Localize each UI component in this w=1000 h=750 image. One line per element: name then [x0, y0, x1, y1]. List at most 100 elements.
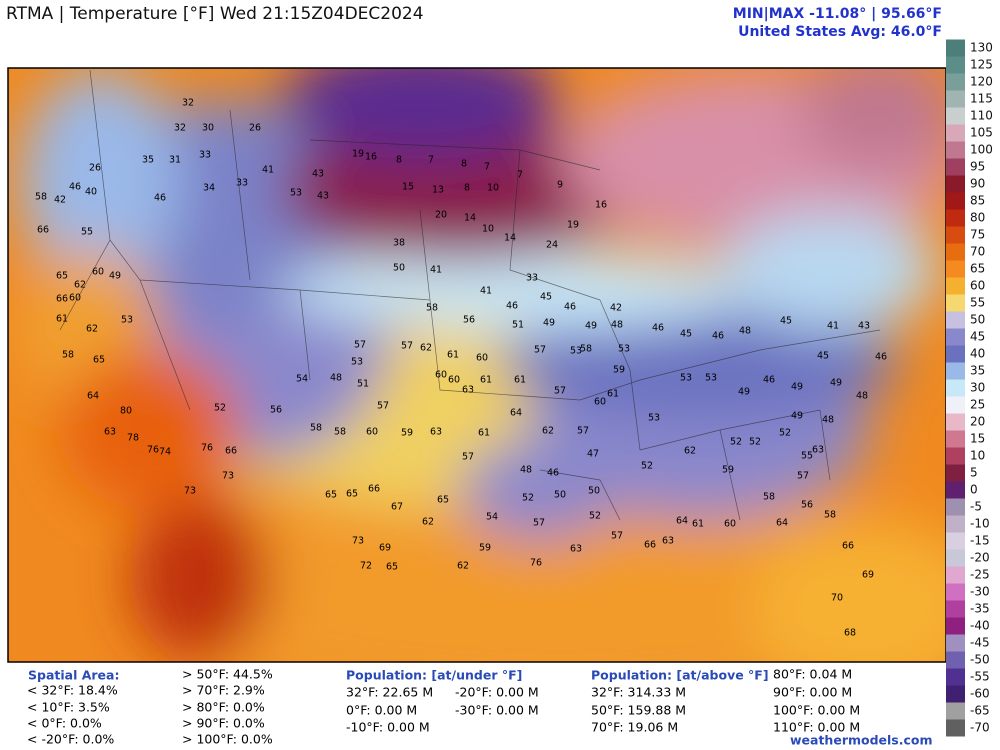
station-temp: 64 [87, 391, 99, 402]
station-temp: 60 [69, 293, 81, 304]
above-item: 80°F: 0.04 M [773, 667, 852, 682]
colorbar-label: 10 [970, 449, 985, 463]
station-temp: 46 [154, 193, 166, 204]
station-temp: 46 [506, 301, 518, 312]
station-temp: 58 [310, 423, 322, 434]
above-item: 70°F: 19.06 M [591, 720, 678, 735]
station-temp: 60 [476, 353, 488, 364]
station-temp: 58 [35, 192, 47, 203]
station-temp: 61 [514, 375, 526, 386]
colorbar-cell [946, 175, 965, 193]
station-temp: 61 [478, 428, 490, 439]
station-temp: 46 [547, 468, 559, 479]
above-title: Population: [at/above °F] [591, 668, 769, 683]
colorbar-label: 40 [970, 347, 985, 361]
station-temp: 58 [580, 344, 592, 355]
colorbar-cell [946, 617, 965, 635]
station-temp: 48 [330, 373, 342, 384]
station-temp: 53 [351, 357, 363, 368]
station-temp: 53 [121, 315, 133, 326]
station-temp: 9 [557, 180, 563, 191]
under-item: -20°F: 0.00 M [455, 685, 539, 700]
colorbar-cell [946, 73, 965, 91]
under-title: Population: [at/under °F] [346, 668, 522, 683]
station-temp: 73 [222, 471, 234, 482]
colorbar-label: 85 [970, 194, 985, 208]
station-temp: 63 [430, 427, 442, 438]
colorbar-cell [946, 226, 965, 244]
colorbar-cell [946, 379, 965, 397]
station-temp: 66 [842, 541, 854, 552]
station-temp: 32 [174, 123, 186, 134]
station-temp: 8 [461, 159, 467, 170]
colorbar-cell [946, 56, 965, 74]
station-temp: 66 [644, 540, 656, 551]
station-temp: 50 [554, 490, 566, 501]
station-temp: 57 [462, 452, 474, 463]
station-temp: 16 [595, 200, 607, 211]
station-temp: 56 [801, 500, 813, 511]
station-temp: 62 [420, 343, 432, 354]
station-temp: 58 [426, 303, 438, 314]
station-temp: 62 [86, 324, 98, 335]
colorbar-label: -20 [970, 551, 990, 565]
colorbar-cell [946, 362, 965, 380]
under-item: -10°F: 0.00 M [346, 720, 430, 735]
station-temp: 53 [648, 413, 660, 424]
station-temp: 66 [37, 225, 49, 236]
station-temp: 49 [791, 411, 803, 422]
station-temp: 57 [611, 531, 623, 542]
station-temp: 14 [464, 213, 476, 224]
station-temp: 14 [504, 233, 516, 244]
station-temp: 62 [457, 561, 469, 572]
colorbar-cell [946, 39, 965, 57]
station-temp: 54 [296, 374, 308, 385]
station-temp: 46 [564, 302, 576, 313]
colorbar-label: 55 [970, 296, 985, 310]
colorbar-label: 110 [970, 109, 993, 123]
spatial-item: > 80°F: 0.0% [182, 700, 265, 715]
min-max: MIN|MAX -11.08° | 95.66°F [733, 6, 942, 22]
station-temp: 53 [290, 188, 302, 199]
station-temp: 66 [225, 446, 237, 457]
station-temp: 45 [780, 316, 792, 327]
station-temp: 8 [464, 183, 470, 194]
station-temp: 10 [487, 183, 499, 194]
colorbar-cell [946, 719, 965, 737]
station-temp: 35 [142, 155, 154, 166]
spatial-item: < 10°F: 3.5% [27, 700, 110, 715]
station-temp: 62 [684, 446, 696, 457]
colorbar-cell [946, 430, 965, 448]
station-temp: 48 [822, 415, 834, 426]
station-temp: 32 [182, 98, 194, 109]
station-temp: 16 [365, 152, 377, 163]
station-temp: 46 [712, 331, 724, 342]
station-temp: 42 [610, 303, 622, 314]
station-temp: 61 [480, 375, 492, 386]
station-temp: 60 [435, 370, 447, 381]
colorbar-cell [946, 651, 965, 669]
station-temp: 49 [543, 318, 555, 329]
under-item: 32°F: 22.65 M [346, 685, 433, 700]
station-temp: 45 [540, 292, 552, 303]
station-temp: 43 [317, 191, 329, 202]
station-temp: 65 [386, 562, 398, 573]
station-temp: 65 [56, 271, 68, 282]
colorbar-label: 115 [970, 92, 993, 106]
colorbar-cell [946, 498, 965, 516]
station-temp: 55 [801, 451, 813, 462]
station-temp: 73 [184, 486, 196, 497]
colorbar-cell [946, 515, 965, 533]
colorbar-label: -15 [970, 534, 990, 548]
colorbar-label: 20 [970, 415, 985, 429]
colorbar-label: 60 [970, 279, 985, 293]
station-temp: 70 [831, 593, 843, 604]
station-temp: 41 [430, 265, 442, 276]
station-temp: 33 [526, 273, 538, 284]
station-temp: 7 [517, 170, 523, 181]
above-item: 32°F: 314.33 M [591, 685, 686, 700]
colorbar-label: -30 [970, 585, 990, 599]
colorbar-label: 15 [970, 432, 985, 446]
station-temp: 41 [827, 321, 839, 332]
